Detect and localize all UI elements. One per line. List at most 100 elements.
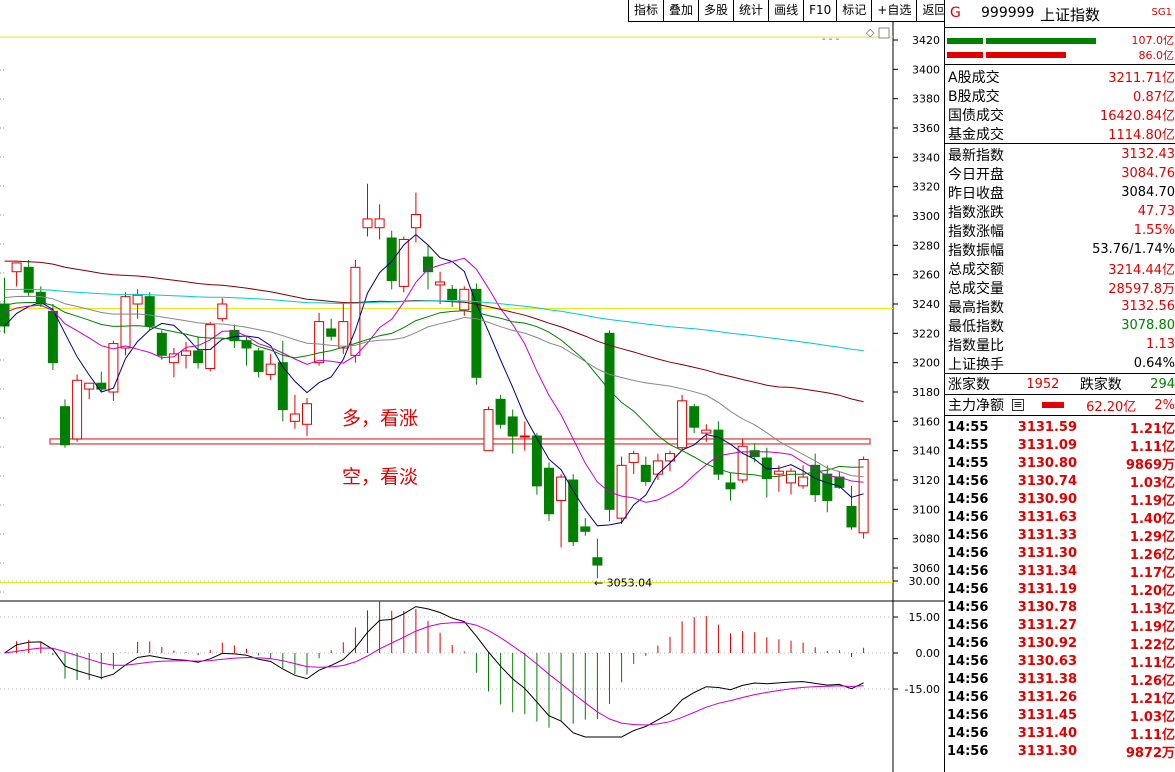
stat-row: B股成交 0.87亿 [945, 86, 1175, 106]
stat-value: 28597.8万 [1108, 282, 1175, 297]
main-flow-value: 62.20亿 [1086, 399, 1137, 415]
tick-row: 14:56 3131.38 1.26亿 [945, 670, 1175, 689]
candle-body [193, 350, 204, 364]
tick-row: 14:55 3131.59 1.21亿 [945, 418, 1175, 437]
candle-body [47, 310, 58, 364]
candle-body [689, 406, 700, 428]
toolbar-indicator-button[interactable]: 指标 [628, 0, 663, 21]
tick-price: 3131.59 [1017, 419, 1077, 435]
tick-row: 14:56 3131.30 9872万 [945, 742, 1175, 761]
stat-label: 最低指数 [948, 318, 1004, 335]
toolbar-mark-button[interactable]: 标记 [836, 0, 871, 21]
tick-price: 3131.45 [1017, 707, 1077, 723]
tick-amount: 1.26亿 [1129, 673, 1175, 689]
kline-chart[interactable]: 3420 3400 3380 3360 3340 3320 3300 3280 3260 3240… [0, 0, 944, 772]
up-label: 涨家数 [948, 377, 990, 393]
candle-body [35, 291, 46, 305]
candle-body [435, 281, 446, 286]
advance-decline-row: 涨家数 1952 跌家数 294 [945, 373, 1175, 394]
toolbar-overlay-button[interactable]: 叠加 [663, 0, 698, 21]
toolbar-add-watchlist-button[interactable]: +自选 [871, 0, 916, 21]
candle-body [302, 403, 312, 425]
toolbar-f10-button[interactable]: F10 [803, 0, 836, 21]
stat-value: 3132.43 [1121, 147, 1175, 162]
candle-body [531, 435, 542, 487]
stat-row: 最高指数 3132.56 [945, 297, 1175, 316]
tick-price: 3131.09 [1017, 437, 1077, 453]
candle-body [507, 416, 518, 437]
candle-body [447, 288, 458, 301]
tick-amount: 1.13亿 [1129, 601, 1175, 617]
candle-body [374, 218, 385, 229]
candle-body [677, 400, 688, 449]
stock-badge: SG1 [1151, 7, 1172, 18]
down-count: 294 [1150, 376, 1175, 392]
tick-price: 3131.40 [1017, 725, 1077, 741]
tick-row: 14:55 3131.09 1.11亿 [945, 436, 1175, 455]
stat-label: 指数涨跌 [948, 204, 1004, 221]
kline-chart-area[interactable]: 3420 3400 3380 3360 3340 3320 3300 3280 3260 3240… [0, 0, 952, 772]
macd-axis-label: 0.00 [916, 647, 941, 660]
tick-amount: 1.03亿 [1129, 475, 1175, 491]
tick-price: 3131.38 [1017, 671, 1077, 687]
stat-row: 今日开盘 3084.76 [945, 164, 1175, 183]
candle-body [749, 450, 760, 458]
tick-row: 14:56 3131.63 1.40亿 [945, 508, 1175, 527]
main-flow-label: 主力净额 [948, 398, 1004, 414]
stat-row: 指数涨跌 47.73 [945, 202, 1175, 221]
tick-amount: 1.22亿 [1129, 637, 1175, 653]
candle-body [241, 340, 252, 349]
macd-dif-line [4, 606, 864, 738]
candle-body [398, 238, 409, 287]
candle-body [556, 476, 567, 502]
diamond-icon: ◇ [866, 26, 875, 39]
tick-price: 3131.26 [1017, 689, 1077, 705]
tick-amount: 1.26亿 [1129, 547, 1175, 563]
price-axis-label: 3360 [912, 122, 940, 135]
stat-value: 3132.56 [1121, 299, 1175, 314]
volume-bars: 107.0亿 86.0亿 [945, 28, 1175, 65]
tick-time: 14:56 [947, 599, 989, 615]
macd-axis-label: -15.00 [905, 683, 940, 696]
stat-label: 总成交额 [948, 261, 1004, 278]
tick-list[interactable]: 14:55 3131.59 1.21亿 14:55 3131.09 1.11亿 14:55 3… [945, 415, 1175, 761]
stat-row: 最新指数 3132.43 [945, 145, 1175, 164]
candle-body [592, 557, 603, 566]
toolbar-draw-line-button[interactable]: 画线 [768, 0, 803, 21]
stat-label: 指数振幅 [948, 242, 1004, 259]
candle-body [471, 288, 482, 378]
tick-time: 14:56 [947, 671, 989, 687]
candle-body [459, 288, 470, 311]
buy-volume-value: 107.0亿 [1131, 34, 1175, 47]
candle-body [665, 453, 675, 462]
stat-value: 1.13 [1146, 337, 1175, 352]
candle-body [205, 324, 216, 370]
tick-row: 14:56 3131.34 1.17亿 [945, 562, 1175, 581]
tick-row: 14:56 3131.19 1.20亿 [945, 580, 1175, 599]
price-axis-label: 3220 [912, 327, 940, 340]
stat-label: 总成交量 [948, 280, 1004, 297]
toolbar-multi-stock-button[interactable]: 多股 [698, 0, 733, 21]
tick-time: 14:56 [947, 635, 989, 651]
sell-volume-bar [947, 52, 983, 58]
main-flow-menu-icon[interactable]: ≡ [1012, 398, 1025, 411]
price-axis-label: 3340 [912, 151, 940, 164]
tick-time: 14:56 [947, 617, 989, 633]
tick-price: 3130.63 [1017, 653, 1077, 669]
toolbar-back-button[interactable]: 返回 [916, 0, 951, 21]
tick-time: 14:56 [947, 527, 989, 543]
candle-body [652, 460, 663, 475]
toolbar-statistics-button[interactable]: 统计 [733, 0, 768, 21]
stat-value: 3211.71亿 [1108, 71, 1175, 86]
tick-price: 3131.33 [1017, 527, 1077, 543]
candle-body [289, 413, 300, 422]
tick-amount: 1.11亿 [1129, 655, 1175, 671]
price-axis-label: 3080 [912, 533, 940, 546]
tick-price: 3130.80 [1017, 455, 1077, 471]
price-axis-label: 3180 [912, 386, 940, 399]
tick-row: 14:56 3131.26 1.21亿 [945, 688, 1175, 707]
tick-amount: 9872万 [1125, 745, 1175, 761]
tick-row: 14:55 3130.80 9869万 [945, 454, 1175, 473]
stat-row: 指数涨幅 1.55% [945, 221, 1175, 240]
stat-label: 国债成交 [948, 107, 1004, 124]
